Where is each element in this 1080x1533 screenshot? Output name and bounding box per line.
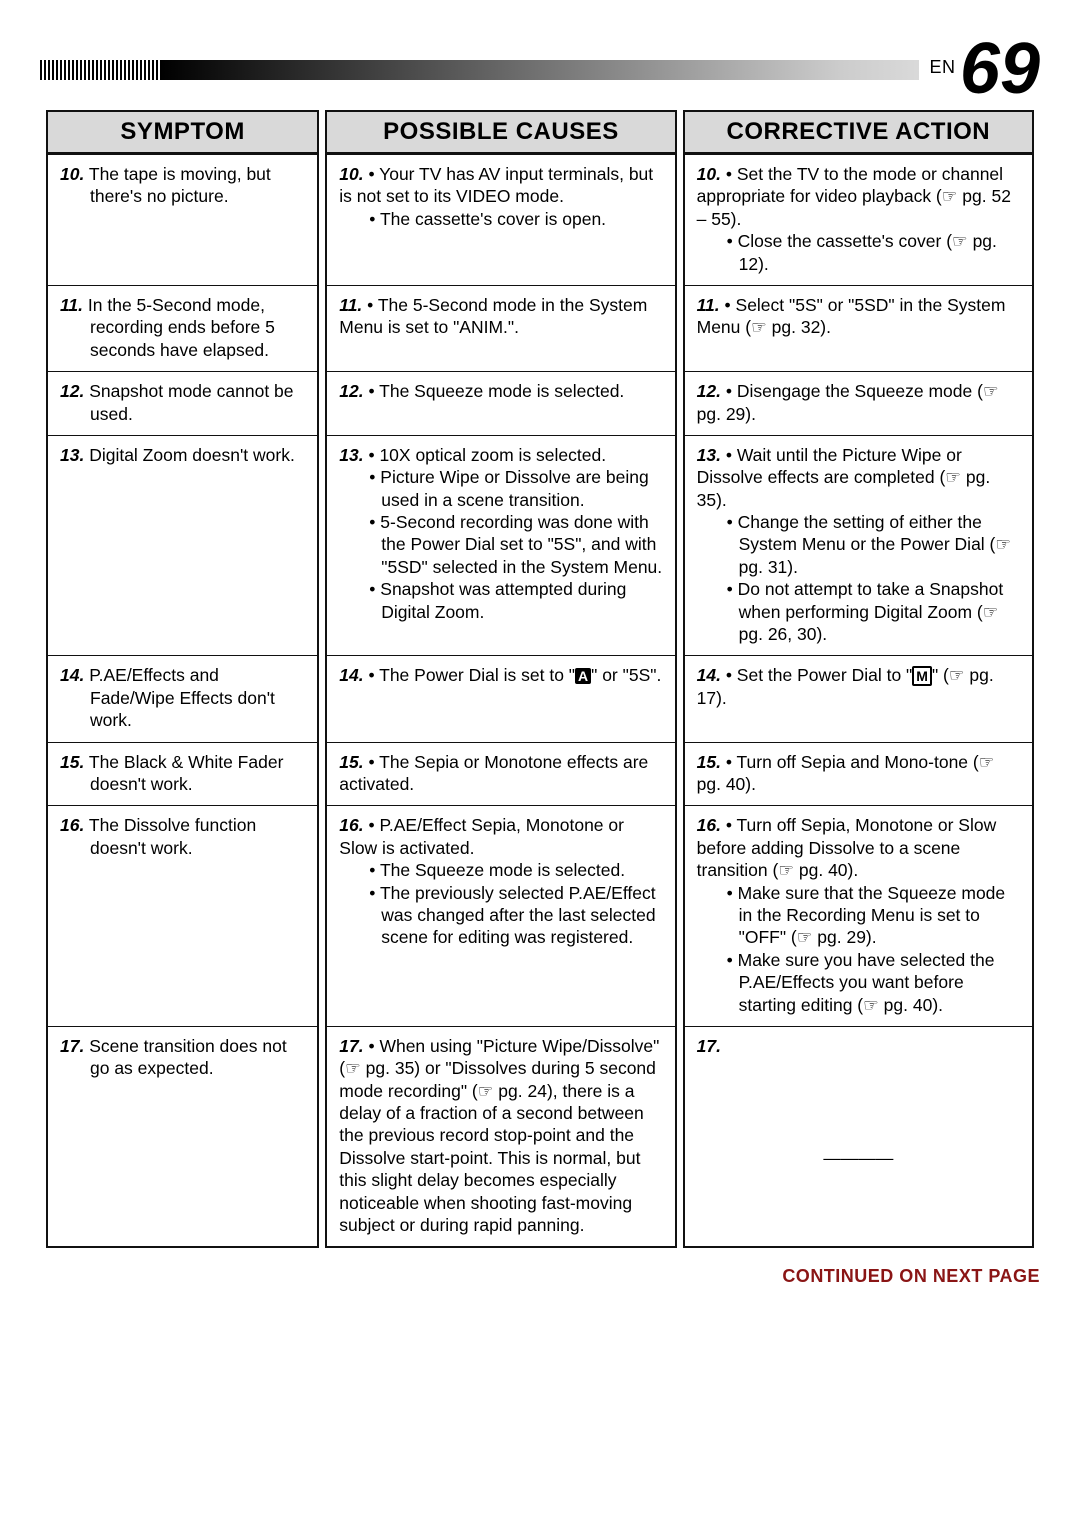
- cause-cell: 10. • Your TV has AV input terminals, bu…: [325, 154, 676, 285]
- table-row: 15. The Black & White Fader doesn't work…: [46, 742, 1034, 806]
- symptom-cell: 15. The Black & White Fader doesn't work…: [46, 742, 319, 806]
- corrective-cell: 11. • Select "5S" or "5SD" in the System…: [683, 285, 1034, 371]
- table-row: 11. In the 5-Second mode, recording ends…: [46, 285, 1034, 371]
- col-symptom: SYMPTOM: [46, 110, 319, 154]
- table-row: 12. Snapshot mode cannot be used.12. • T…: [46, 371, 1034, 435]
- header-gradient-bar: [40, 60, 1040, 80]
- symptom-cell: 16. The Dissolve function doesn't work.: [46, 805, 319, 1026]
- page-header: EN 69: [40, 30, 1040, 100]
- page-number: EN 69: [919, 33, 1040, 105]
- corrective-cell: 14. • Set the Power Dial to "M" (☞ pg. 1…: [683, 655, 1034, 741]
- symptom-cell: 11. In the 5-Second mode, recording ends…: [46, 285, 319, 371]
- cause-cell: 16. • P.AE/Effect Sepia, Monotone or Slo…: [325, 805, 676, 1026]
- cause-cell: 11. • The 5-Second mode in the System Me…: [325, 285, 676, 371]
- table-row: 16. The Dissolve function doesn't work.1…: [46, 805, 1034, 1026]
- symptom-cell: 12. Snapshot mode cannot be used.: [46, 371, 319, 435]
- table-row: 13. Digital Zoom doesn't work.13. • 10X …: [46, 435, 1034, 656]
- symptom-cell: 10. The tape is moving, but there's no p…: [46, 154, 319, 285]
- symptom-cell: 17. Scene transition does not go as expe…: [46, 1026, 319, 1249]
- cause-cell: 13. • 10X optical zoom is selected.Pictu…: [325, 435, 676, 656]
- corrective-cell: 15. • Turn off Sepia and Mono-tone (☞ pg…: [683, 742, 1034, 806]
- col-causes: POSSIBLE CAUSES: [325, 110, 676, 154]
- cause-cell: 12. • The Squeeze mode is selected.: [325, 371, 676, 435]
- corrective-cell: 12. • Disengage the Squeeze mode (☞ pg. …: [683, 371, 1034, 435]
- symptom-cell: 13. Digital Zoom doesn't work.: [46, 435, 319, 656]
- symptom-cell: 14. P.AE/Effects and Fade/Wipe Effects d…: [46, 655, 319, 741]
- corrective-cell: 13. • Wait until the Picture Wipe or Dis…: [683, 435, 1034, 656]
- table-row: 10. The tape is moving, but there's no p…: [46, 154, 1034, 285]
- corrective-cell: 10. • Set the TV to the mode or channel …: [683, 154, 1034, 285]
- corrective-cell: 17.————: [683, 1026, 1034, 1249]
- page-lang: EN: [929, 57, 955, 77]
- cause-cell: 17. • When using "Picture Wipe/Dissolve"…: [325, 1026, 676, 1249]
- table-row: 14. P.AE/Effects and Fade/Wipe Effects d…: [46, 655, 1034, 741]
- col-corrective: CORRECTIVE ACTION: [683, 110, 1034, 154]
- continued-footer: CONTINUED ON NEXT PAGE: [40, 1266, 1040, 1287]
- corrective-cell: 16. • Turn off Sepia, Monotone or Slow b…: [683, 805, 1034, 1026]
- cause-cell: 15. • The Sepia or Monotone effects are …: [325, 742, 676, 806]
- cause-cell: 14. • The Power Dial is set to "A" or "5…: [325, 655, 676, 741]
- page-num: 69: [960, 29, 1040, 109]
- table-row: 17. Scene transition does not go as expe…: [46, 1026, 1034, 1249]
- troubleshooting-table: SYMPTOM POSSIBLE CAUSES CORRECTIVE ACTIO…: [40, 110, 1040, 1248]
